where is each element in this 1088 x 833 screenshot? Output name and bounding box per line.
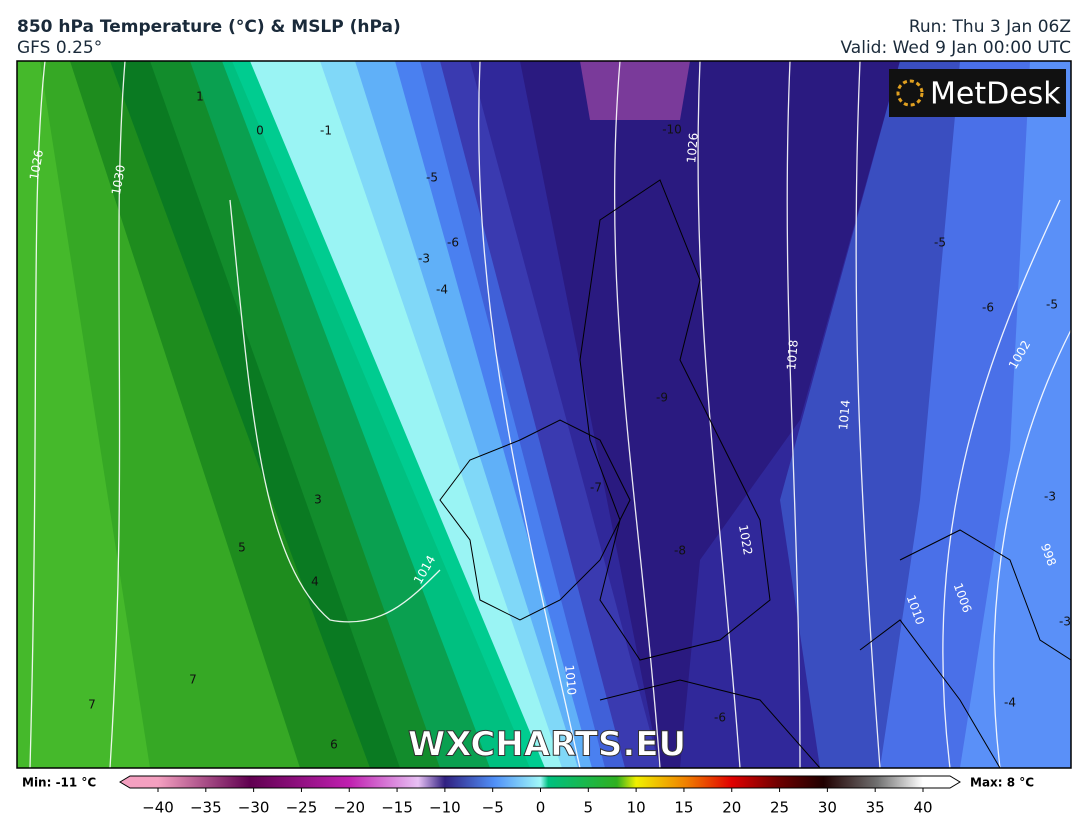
- max-label: Max: 8 °C: [970, 776, 1034, 790]
- isotherm-label: -3: [418, 252, 430, 266]
- isotherm-label: 6: [330, 738, 338, 752]
- colorbar-tick-label: 40: [913, 799, 932, 817]
- isotherm-label: -8: [674, 544, 686, 558]
- isobar-label: 1026: [684, 132, 701, 164]
- isotherm-label: -4: [1004, 696, 1016, 710]
- isotherm-label: -6: [982, 301, 994, 315]
- colorbar: [119, 775, 961, 789]
- isotherm-label: -6: [714, 711, 726, 725]
- colorbar-tick-label: 15: [674, 799, 693, 817]
- colorbar-tick-label: 30: [818, 799, 837, 817]
- isobar-label: 1010: [562, 664, 579, 696]
- watermark: WXCHARTS.EU: [408, 725, 686, 765]
- isotherm-label: -3: [1059, 615, 1071, 629]
- isotherm-label: -5: [934, 236, 946, 250]
- colorbar-tick-label: −30: [238, 799, 270, 817]
- isotherm-label: -5: [1046, 298, 1058, 312]
- logo-box: [889, 69, 1066, 117]
- colorbar-tick-label: 25: [770, 799, 789, 817]
- colorbar-tick-label: −10: [429, 799, 461, 817]
- colorbar-tick-label: −35: [190, 799, 222, 817]
- isotherm-label: -5: [426, 171, 438, 185]
- isotherm-label: 7: [88, 698, 96, 712]
- isobar-label: 1018: [784, 339, 801, 371]
- colorbar-tick-label: −40: [142, 799, 174, 817]
- colorbar-tick-label: 20: [722, 799, 741, 817]
- isobar-label: 1030: [109, 164, 128, 197]
- isotherm-label: 3: [314, 493, 322, 507]
- colorbar-tick-label: −5: [482, 799, 504, 817]
- isobar-label: 1022: [736, 524, 755, 557]
- colorbar-tick-label: 35: [866, 799, 885, 817]
- isotherm-label: -3: [1044, 490, 1056, 504]
- isotherm-label: 0: [256, 124, 264, 138]
- model: GFS 0.25°: [17, 38, 102, 58]
- valid: Valid: Wed 9 Jan 00:00 UTC: [841, 38, 1072, 58]
- title: 850 hPa Temperature (°C) & MSLP (hPa): [17, 17, 401, 37]
- logo: MetDesk: [930, 77, 1061, 112]
- isobar-label: 1026: [27, 149, 46, 182]
- isotherm-label: -10: [662, 123, 682, 137]
- isobar-label: 1014: [836, 399, 853, 431]
- colorbar-tick-label: 0: [536, 799, 546, 817]
- isotherm-label: -6: [447, 236, 459, 250]
- min-label: Min: -11 °C: [22, 776, 96, 790]
- colorbar-tick-label: −25: [286, 799, 318, 817]
- isotherm-label: -1: [320, 124, 332, 138]
- run: Run: Thu 3 Jan 06Z: [909, 17, 1071, 37]
- colorbar-tick-label: −20: [333, 799, 365, 817]
- colorbar-tick-label: 5: [584, 799, 594, 817]
- isotherm-label: -9: [656, 391, 668, 405]
- colorbar-tick-label: −15: [381, 799, 413, 817]
- colorbar-tick-label: 10: [627, 799, 646, 817]
- isotherm-label: -7: [590, 481, 602, 495]
- isotherm-label: 4: [311, 575, 319, 589]
- isotherm-label: 1: [196, 90, 204, 104]
- isotherm-label: -4: [436, 283, 448, 297]
- isotherm-label: 5: [238, 541, 246, 555]
- isotherm-label: 7: [189, 673, 197, 687]
